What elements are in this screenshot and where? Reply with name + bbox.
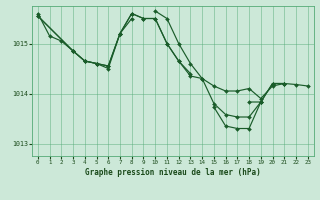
- X-axis label: Graphe pression niveau de la mer (hPa): Graphe pression niveau de la mer (hPa): [85, 168, 261, 177]
